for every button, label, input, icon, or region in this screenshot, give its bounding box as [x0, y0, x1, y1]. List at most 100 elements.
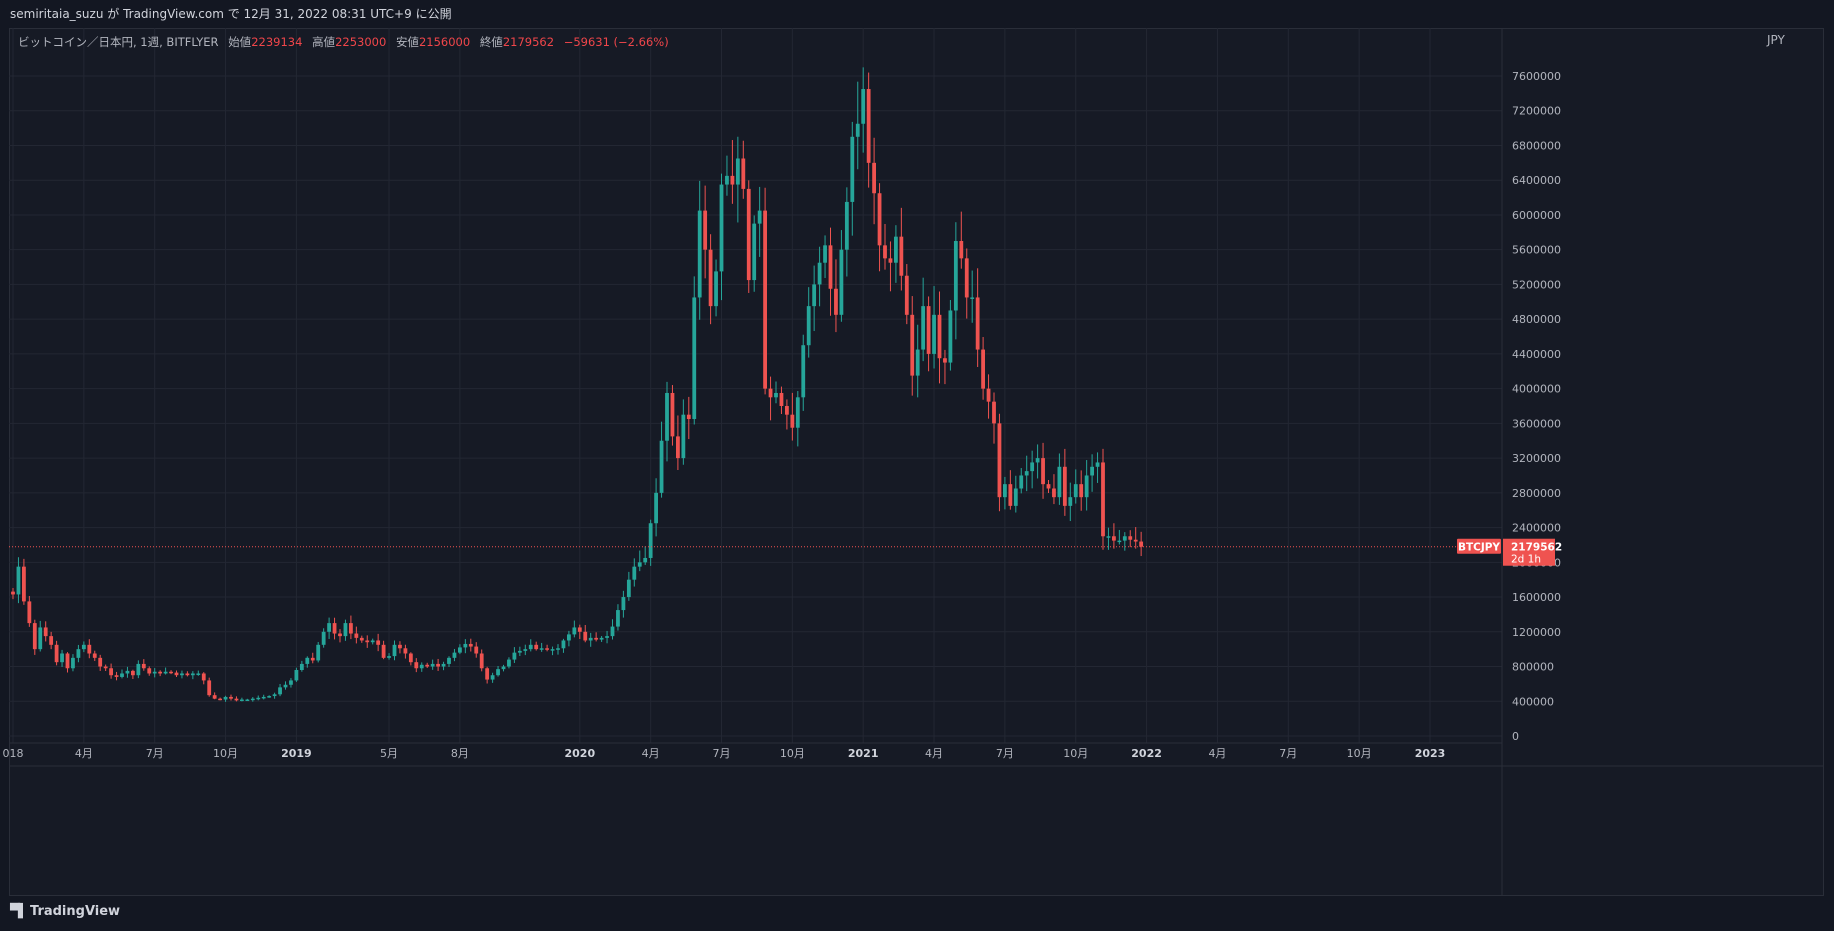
candle-body [725, 175, 729, 185]
candle-body [539, 648, 544, 650]
y-tick-label: 4800000 [1512, 313, 1561, 326]
candle-body [997, 423, 1002, 498]
x-tick-label: 2019 [281, 747, 312, 760]
candle-body [43, 627, 48, 637]
candle-body [926, 306, 931, 354]
candle-body [278, 687, 282, 695]
candle-body [872, 162, 876, 194]
time-axis[interactable]: 018 4月 7月 10月 2019 5月 8月 2020 4月 7月 10月 2021 4月 7月 10月… [3, 747, 1446, 760]
candle-body [828, 245, 833, 289]
candle-body [752, 223, 757, 281]
candle-body [556, 648, 560, 650]
candle-body [387, 656, 391, 658]
candle-body [588, 637, 593, 641]
y-tick-label: 5200000 [1512, 278, 1561, 291]
grid [9, 28, 1502, 743]
candle-body [272, 694, 277, 697]
candle-body [452, 652, 457, 658]
candle-body [60, 653, 64, 663]
candle-body [583, 631, 588, 641]
candle-body [921, 306, 926, 350]
candle-body [708, 249, 713, 307]
candle-body [899, 236, 904, 276]
candle-body [169, 671, 173, 674]
candle-body [605, 636, 609, 638]
candle-body [1046, 484, 1051, 489]
price-axis[interactable]: 0400000800000120000016000002000000240000… [1512, 70, 1561, 743]
candle-body [528, 644, 533, 650]
y-tick-label: 7200000 [1512, 105, 1561, 118]
candle-body [719, 184, 724, 272]
candle-body [305, 657, 310, 664]
y-tick-label: 6000000 [1512, 209, 1561, 222]
symbol-description: ビットコイン／日本円, 1週, BITFLYER [18, 35, 219, 49]
candle-body [212, 695, 217, 699]
candle-body [474, 646, 479, 654]
candle-body [289, 680, 293, 685]
candle-body [512, 652, 517, 660]
candle-body [240, 699, 244, 702]
candle-body [81, 644, 86, 650]
candle-body [1122, 536, 1127, 541]
candle-body [229, 696, 233, 699]
currency-label: JPY [1767, 33, 1785, 47]
candle-body [501, 666, 506, 670]
candle-body [131, 670, 135, 676]
candle-body [1068, 497, 1073, 506]
candle-body [637, 562, 642, 567]
y-tick-label: 6800000 [1512, 139, 1561, 152]
candle-body [174, 672, 179, 676]
candle-body [310, 657, 315, 661]
x-tick-label: 4月 [925, 747, 943, 760]
x-tick-label: 10月 [1347, 747, 1372, 760]
x-tick-label: 4月 [642, 747, 660, 760]
candle-body [1079, 484, 1084, 498]
tradingview-logo[interactable]: ▀▌ TradingView [10, 904, 120, 919]
candle-body [1008, 484, 1013, 506]
candle-body [714, 271, 718, 307]
candle-body [904, 275, 909, 315]
chart-frame[interactable] [9, 28, 1824, 896]
candle-body [180, 673, 184, 676]
candle-body [577, 627, 582, 632]
candle-body [430, 663, 435, 667]
close-label: 終値 [479, 35, 503, 49]
candle-body [49, 636, 54, 645]
low-value: 2156000 [418, 35, 471, 49]
high-value: 2253000 [335, 35, 387, 49]
candle-body [1052, 488, 1056, 498]
candle-body [632, 566, 637, 580]
candle-body [54, 644, 59, 663]
candle-body [626, 579, 631, 598]
candle-body [523, 649, 528, 651]
candle-body [943, 358, 947, 363]
candle-body [1035, 458, 1040, 463]
low-label: 安値 [395, 35, 419, 49]
candle-body [343, 623, 348, 637]
candle-body [120, 673, 124, 677]
x-tick-label: 10月 [213, 747, 238, 760]
candle-body [109, 668, 113, 676]
candle-body [1117, 540, 1122, 543]
candle-body [141, 663, 146, 669]
candle-body [735, 158, 740, 185]
x-tick-label: 4月 [75, 747, 93, 760]
candle-body [261, 696, 266, 699]
candle-body [932, 314, 936, 354]
candle-body [959, 241, 964, 259]
candle-body [948, 310, 953, 363]
candle-body [458, 647, 462, 653]
candle-body [594, 637, 599, 640]
x-tick-label: 5月 [380, 747, 398, 760]
candle-body [196, 673, 201, 675]
candle-body [114, 675, 119, 677]
x-tick-label: 4月 [1208, 747, 1226, 760]
candle-body [185, 673, 190, 676]
candle-body [910, 314, 915, 376]
candle-body [11, 591, 15, 595]
candle-body [801, 345, 806, 398]
candle-body [294, 670, 299, 681]
candle-body [1139, 541, 1144, 547]
